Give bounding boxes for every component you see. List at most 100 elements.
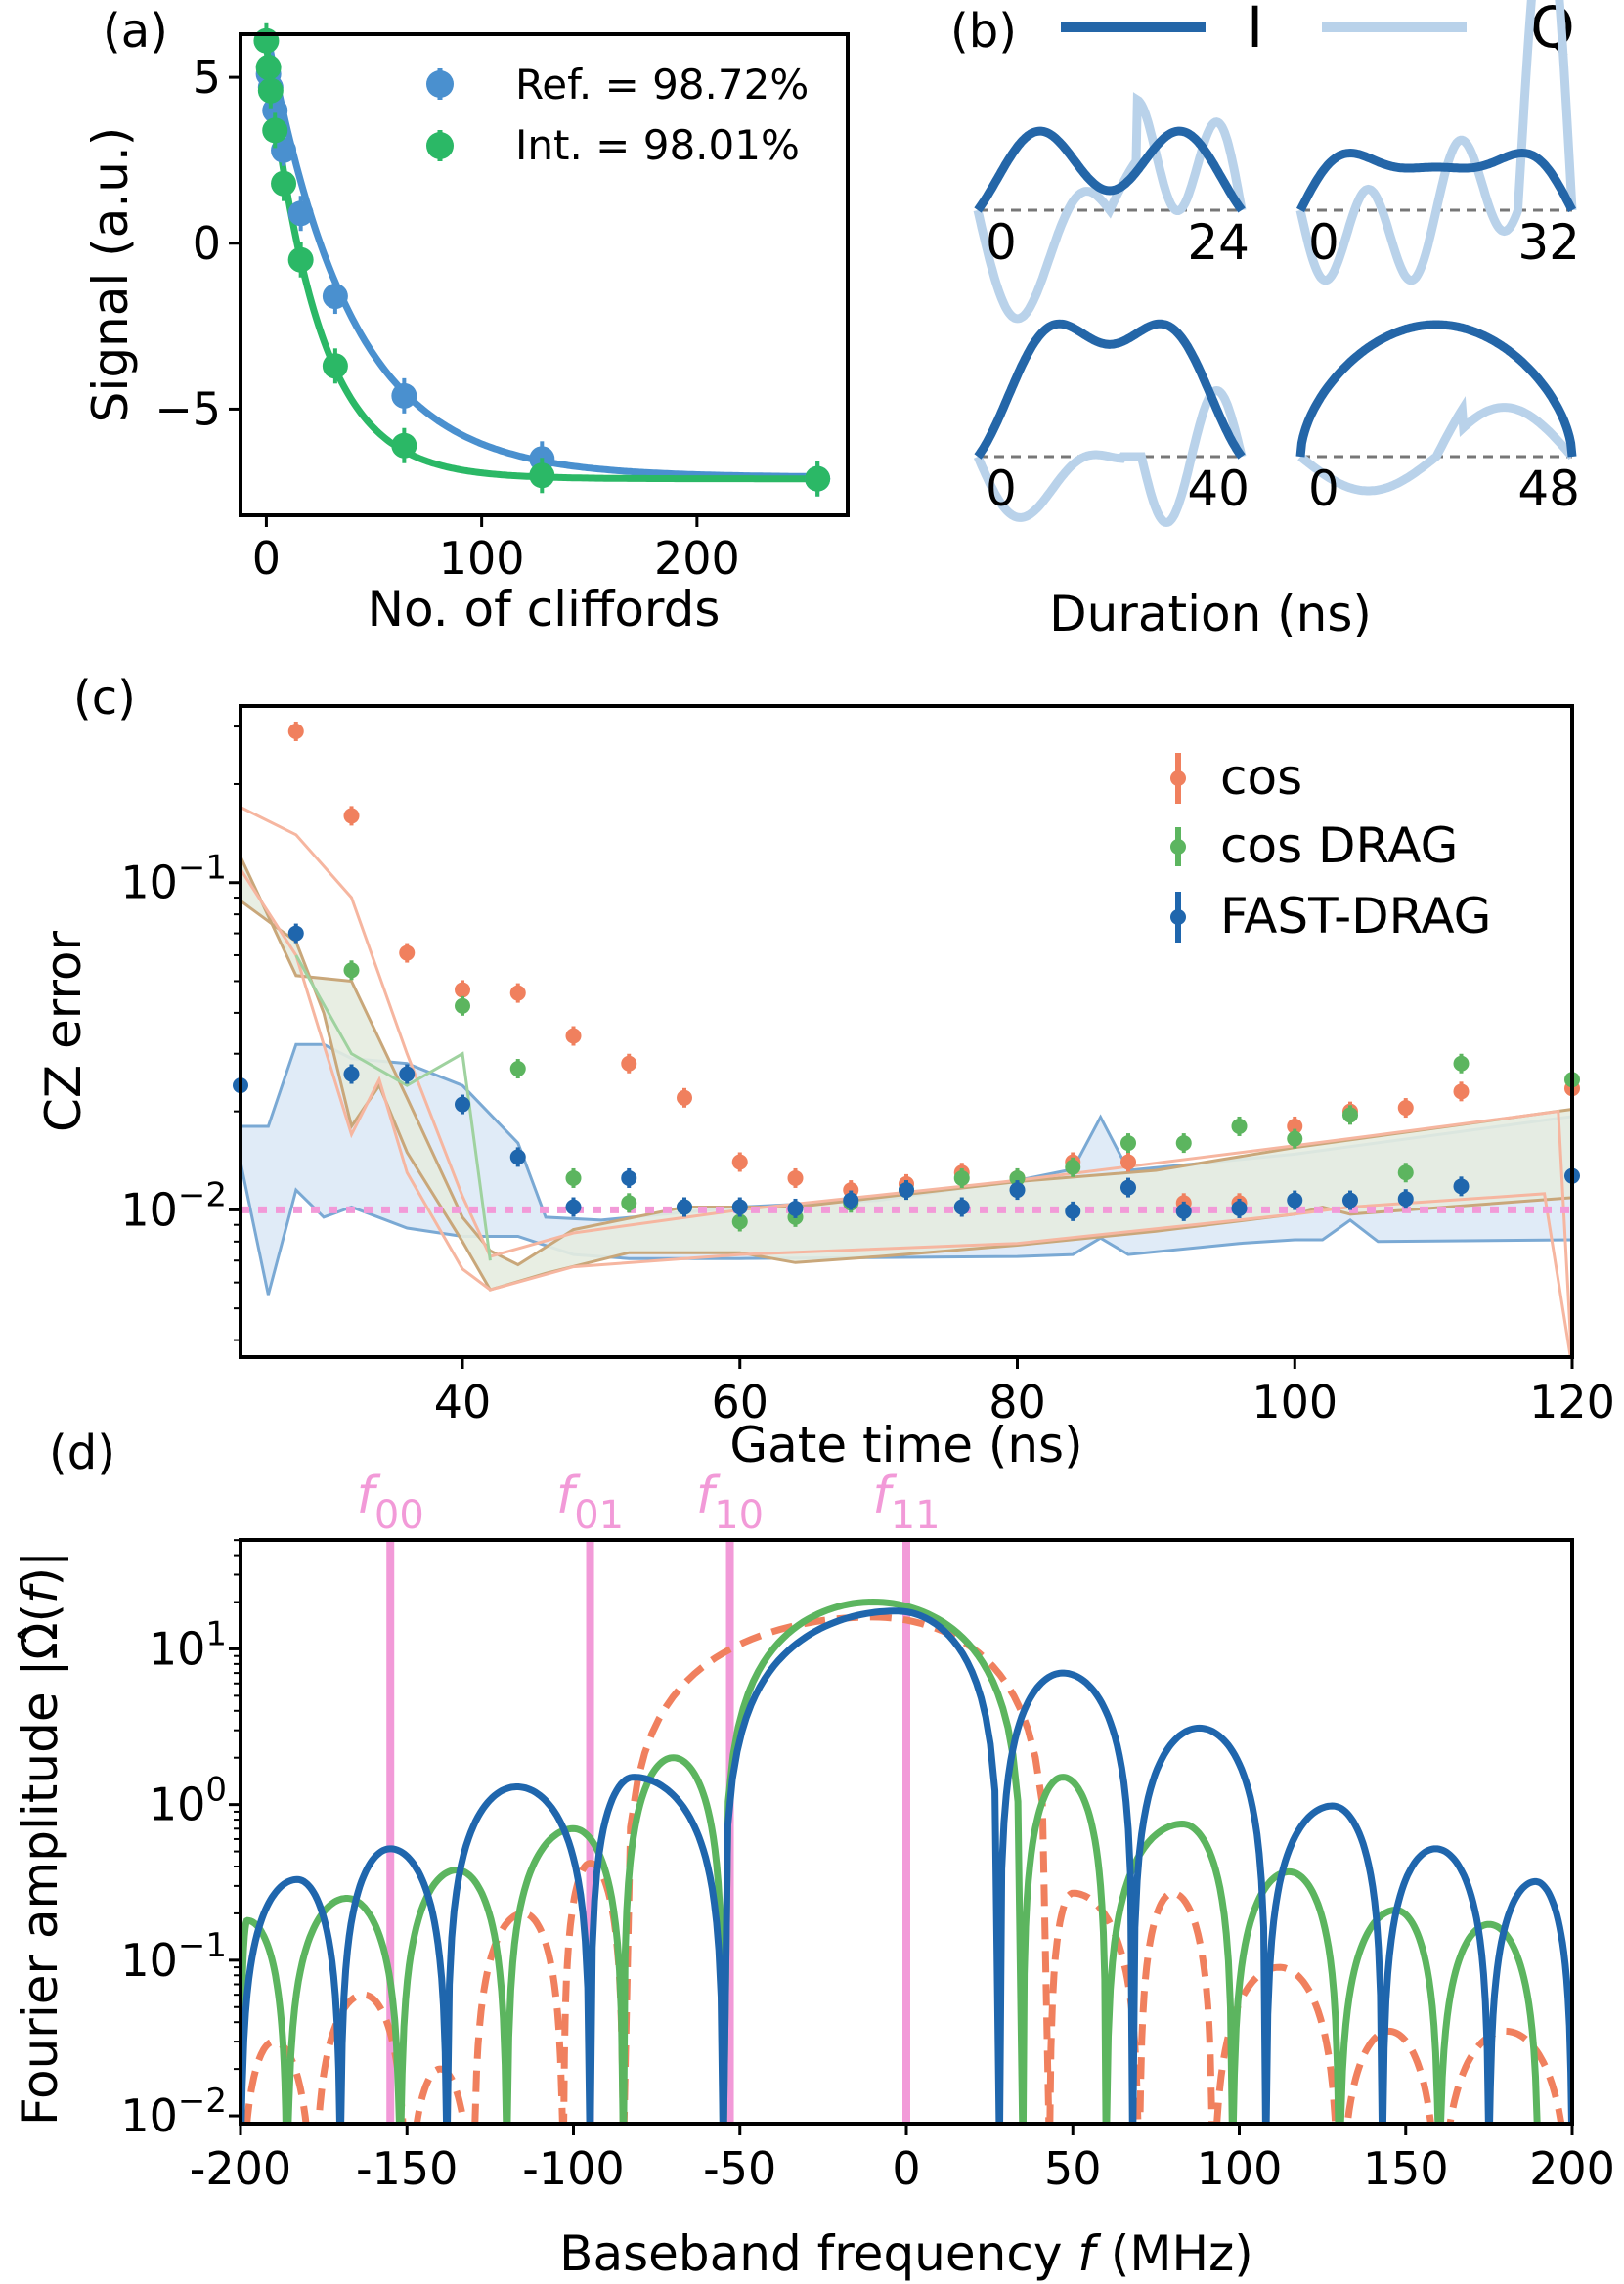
x-tick-label: 100 (439, 532, 525, 585)
legend-I-label: I (1247, 0, 1263, 61)
frequency-marker-label: f10 (696, 1467, 764, 1538)
data-point (787, 1200, 804, 1216)
data-point (287, 925, 304, 942)
I-quadrature (974, 319, 1246, 460)
y-tick-label: 0 (193, 217, 221, 270)
band-upper (241, 856, 1572, 1267)
data-point (257, 77, 284, 104)
legend-fast-label: FAST-DRAG (1220, 888, 1491, 944)
legend-ref-marker (426, 70, 454, 98)
data-point (271, 137, 297, 163)
data-point (731, 1213, 748, 1230)
data-point (1287, 1192, 1303, 1208)
data-point (343, 962, 360, 979)
data-point (565, 1028, 582, 1044)
legend-cos-label: cos (1220, 749, 1302, 806)
data-point (1287, 1130, 1303, 1147)
panel-label-d: (d) (49, 1426, 115, 1480)
Q-quadrature (973, 92, 1247, 324)
x-tick-label: 100 (1251, 1376, 1338, 1428)
panel-c: 40 60 80 100 120 10−1 10−2 Gate time (ns) CZ … (35, 704, 1615, 1473)
data-point (1453, 1178, 1470, 1195)
data-point (271, 170, 297, 197)
data-point (677, 1089, 692, 1106)
data-point (287, 723, 304, 739)
legend-fast-marker (1170, 909, 1186, 925)
panel-a-plot (253, 22, 831, 497)
data-point (391, 382, 417, 409)
data-point (1120, 1179, 1136, 1196)
x-tick-label: 200 (654, 532, 740, 585)
y-tick-label: 10−2 (120, 1175, 227, 1236)
data-point (287, 246, 314, 273)
data-point (899, 1182, 914, 1199)
data-point (322, 353, 348, 379)
y-tick-label: 10−2 (120, 2082, 227, 2142)
data-point (287, 200, 314, 227)
panel-a-x-label: No. of cliffords (368, 581, 721, 637)
y-tick-label: 5 (193, 51, 221, 104)
data-point (1397, 1191, 1414, 1208)
band-upper (241, 1042, 1572, 1222)
x-tick-label: -50 (703, 2142, 776, 2195)
legend-cosdrag-label: cos DRAG (1220, 817, 1458, 874)
panel-c-x-label: Gate time (ns) (729, 1417, 1082, 1473)
data-point (1065, 1203, 1081, 1219)
data-point (731, 1154, 748, 1170)
Q-quadrature (973, 385, 1247, 528)
data-point (805, 465, 831, 492)
data-point (343, 1066, 360, 1082)
panel-c-x-ticks: 40 60 80 100 120 (434, 1357, 1615, 1428)
x-tick-label: -150 (356, 2142, 458, 2195)
x-tick-label: 50 (1044, 2142, 1102, 2195)
panel-a-x-ticks: 0 100 200 (252, 515, 740, 585)
legend-Q-label: Q (1530, 0, 1575, 61)
panel-b-x-label: Duration (ns) (1049, 586, 1372, 642)
x-tick-label: 120 (1529, 1376, 1615, 1428)
panel-label-b: (b) (950, 4, 1017, 59)
panel-c-y-ticks: 10−1 10−2 (120, 725, 241, 1341)
x-tick-label: 0 (252, 532, 281, 585)
start-label: 0 (1308, 214, 1339, 271)
data-point (253, 27, 280, 54)
panel-label-c: (c) (73, 671, 136, 725)
data-point (509, 985, 526, 1001)
x-tick-label: 40 (434, 1376, 492, 1428)
data-point (529, 462, 555, 489)
x-tick-label: 80 (988, 1376, 1046, 1428)
x-tick-label: 150 (1363, 2142, 1449, 2195)
x-tick-label: 200 (1529, 2142, 1615, 2195)
y-tick-label: 101 (149, 1614, 227, 1675)
fit-curve-1 (262, 43, 826, 483)
data-point (565, 1169, 582, 1186)
spectrum-cos-drag (241, 1598, 1541, 2124)
data-point (1120, 1154, 1136, 1170)
start-label: 0 (986, 214, 1017, 271)
panel-c-legend: cos cos DRAG FAST-DRAG (1170, 749, 1491, 944)
y-tick-label: 10−1 (120, 1926, 227, 1987)
I-quadrature (1296, 148, 1576, 213)
Q-quadrature (1297, 396, 1576, 496)
data-point (1231, 1118, 1248, 1134)
band-line (241, 868, 1572, 1357)
data-point (399, 1066, 416, 1082)
data-point (391, 432, 417, 459)
panel-d-x-ticks: -200 -150 -100 -50 0 50 100 150 200 (190, 2124, 1615, 2195)
data-point (621, 1169, 637, 1186)
I-quadrature (974, 126, 1246, 213)
data-point (322, 284, 348, 310)
end-label: 48 (1517, 461, 1580, 517)
data-point (1453, 1083, 1470, 1100)
data-point (1397, 1100, 1414, 1117)
legend-int-marker (426, 132, 454, 159)
data-point (953, 1199, 970, 1215)
frequency-marker-label: f00 (357, 1467, 424, 1538)
data-point (731, 1199, 748, 1215)
panel-b: I Q 0 24 0 32 0 40 0 48 Duration (ns) (973, 0, 1580, 642)
data-point (787, 1169, 804, 1186)
data-point (455, 982, 470, 998)
spectrum-cos (243, 1613, 1565, 2124)
data-point (343, 808, 360, 824)
y-tick-label: −5 (154, 382, 221, 435)
end-label: 24 (1187, 214, 1250, 271)
